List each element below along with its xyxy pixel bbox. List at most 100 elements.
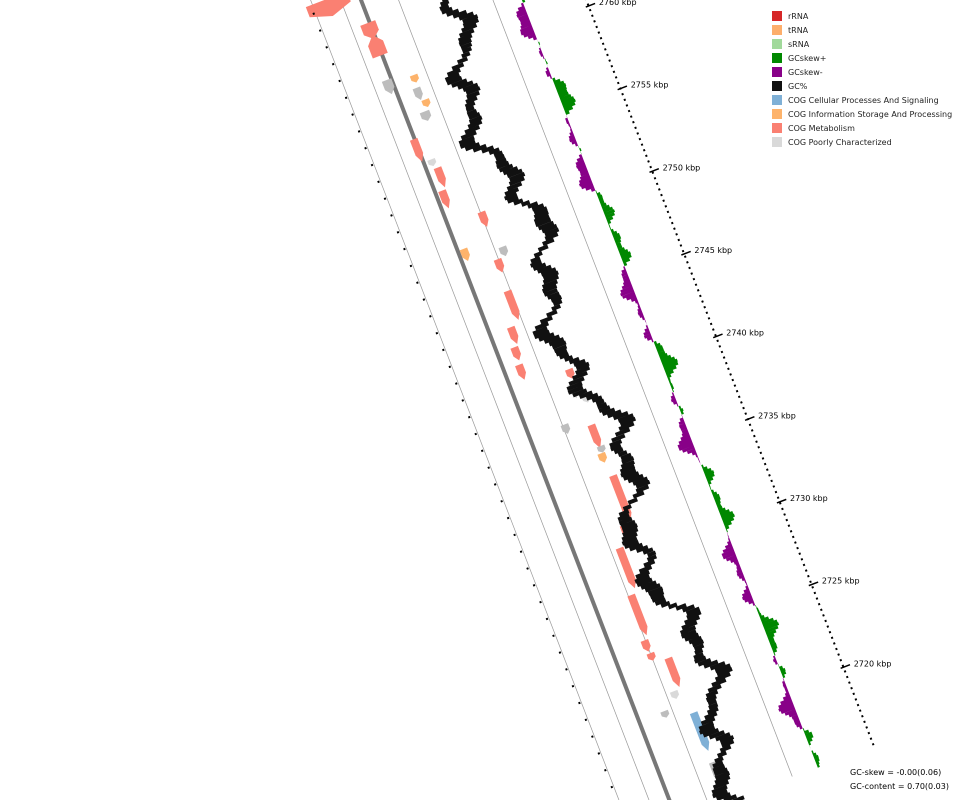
scale-dot [871,742,875,746]
legend-label: COG Poorly Characterized [788,137,892,147]
inner-scale-dot [571,684,575,688]
scale-dot [824,619,827,623]
inner-scale-dot [422,298,426,301]
legend-swatch [772,81,782,91]
inner-scale-dot [416,281,419,285]
legend-item: rRNA [772,9,952,23]
inner-scale-dot [364,146,367,150]
scale-tick-label: 2760 kbp [599,0,637,7]
legend-label: rRNA [788,11,809,21]
scale-dot [809,580,812,584]
scale-tick [808,581,819,587]
gene-feature [587,423,602,449]
scale-dot [770,479,773,483]
inner-scale-dot [357,130,361,133]
inner-scale-dot [344,96,348,100]
scale-dot [761,457,765,460]
scale-dot [690,272,694,275]
scale-dot [822,614,825,617]
scale-dot [640,143,644,146]
scale-dot [841,664,845,668]
inner-scale-dot [480,449,484,453]
scale-dot [645,154,648,158]
scale-dot [591,14,594,18]
gene-feature [493,257,505,273]
gc-skew-negative [516,2,812,751]
track-lines [310,0,793,800]
scale-dot [856,703,860,707]
scale-dot [763,462,767,466]
scale-dot [832,642,836,645]
legend: rRNA tRNA sRNA GCskew+ GCskew- GC% COG Cellula… [772,9,952,149]
scale-dot [699,294,702,298]
scale-dot [662,199,665,202]
gene-features [305,0,722,783]
scale-tick-label: 2735 kbp [758,411,796,420]
track-line [492,0,793,777]
scale-dot [783,513,786,516]
scale-dot [742,406,745,410]
scale-dot [601,42,605,46]
scale-dot [843,670,847,673]
scale-dot [750,429,754,432]
legend-item: GCskew+ [772,51,952,65]
scale-dot [718,345,722,348]
scale-dot [696,289,700,292]
inner-scale-dot [526,567,529,570]
legend-swatch [772,109,782,119]
scale-dot [677,238,681,242]
scale-dot [610,64,614,68]
gene-feature [433,166,446,188]
gc-content-plot [439,0,745,800]
scale-dot [670,221,674,225]
gene-feature [427,158,437,166]
scale-dot [621,92,624,96]
scale-dot [837,653,840,656]
legend-label: GCskew+ [788,53,827,63]
scale-dot [614,76,618,79]
legend-item: sRNA [772,37,952,51]
scale-dot [753,434,756,438]
scale-dot [766,468,769,471]
scale-dot [653,176,657,180]
gene-feature [565,367,575,379]
inner-scale-dot [565,668,568,671]
gene-feature [368,35,388,59]
scale-tick [585,2,596,8]
gc-content-stat: GC-content = 0.70(0.03) [850,782,949,791]
scale-dot [759,451,763,455]
inner-scale-dot [312,12,316,16]
gene-feature [360,20,379,39]
inner-scale-dot [403,247,406,251]
scale-dot [772,485,776,488]
gene-feature [305,0,351,18]
scale-tick-label: 2740 kbp [726,329,764,338]
scale-dot [804,569,808,572]
scale-dot [858,709,862,712]
gene-feature [515,363,526,380]
gene-feature [498,245,509,257]
inner-scale-dot [409,264,413,268]
legend-item: GC% [772,79,952,93]
legend-swatch [772,11,782,21]
scale-dot [789,530,793,533]
scale-tick [840,663,851,669]
inner-scale-dot [467,415,471,419]
scale-dot [629,115,633,118]
scale-dot [785,518,789,522]
inner-scale-dot [396,230,400,234]
inner-scale-dot [506,516,510,520]
legend-label: sRNA [788,39,810,49]
legend-swatch [772,25,782,35]
legend-swatch [772,53,782,63]
scale-dot [716,339,719,343]
scale-dot [724,361,728,365]
scale-dot [781,507,784,511]
legend-label: COG Cellular Processes And Signaling [788,95,939,105]
inner-scale-dot [461,399,465,402]
legend-item: COG Cellular Processes And Signaling [772,93,952,107]
scale-dot [731,378,735,382]
scale-dot [830,636,834,640]
scale-tick [776,498,787,504]
